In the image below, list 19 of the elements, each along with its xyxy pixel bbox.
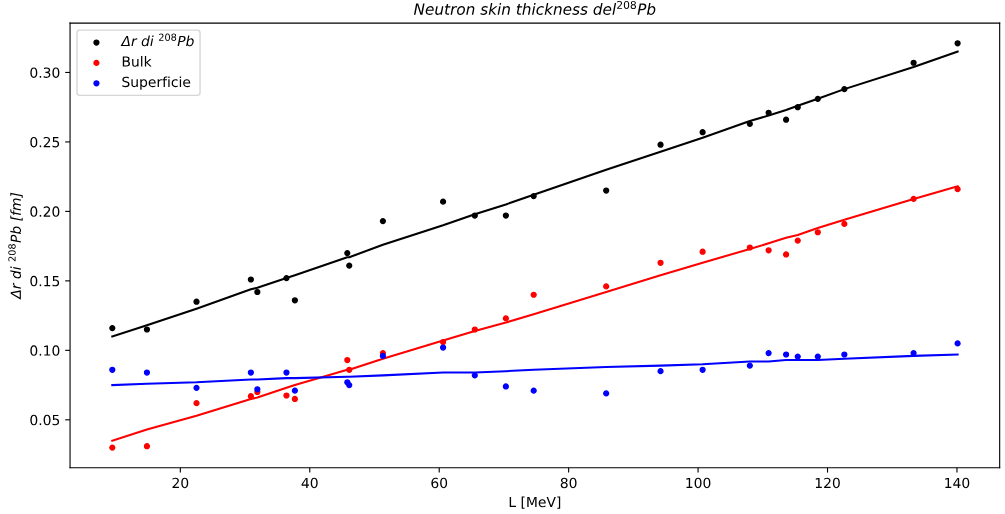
chart-title: Neutron skin thickness del$^{208}$Pb: [413, 0, 656, 15]
x-tick-label: 60: [431, 477, 448, 489]
legend-label: Δr di $^{208}$Pb: [120, 33, 194, 47]
y-tick-label: 0.05: [30, 414, 60, 426]
y-tick-label: 0.20: [30, 206, 60, 217]
y-tick-label: 0.25: [30, 136, 60, 148]
x-tick-label: 80: [560, 477, 577, 489]
x-tick-label: 20: [172, 477, 189, 489]
x-axis-title: L [MeV]: [509, 496, 561, 509]
legend-label: Superficie: [122, 76, 191, 90]
x-tick-label: 100: [686, 477, 711, 489]
x-tick-label: 140: [945, 477, 970, 489]
y-tick-label: 0.15: [30, 275, 60, 287]
x-tick-label: 40: [301, 477, 318, 489]
y-tick-label: 0.30: [30, 67, 60, 78]
y-axis-title: Δr di $^{208}$Pb [fm]: [8, 192, 23, 300]
x-tick-label: 120: [815, 477, 840, 489]
y-tick-label: 0.10: [30, 345, 60, 356]
legend-label: Bulk: [122, 56, 152, 67]
